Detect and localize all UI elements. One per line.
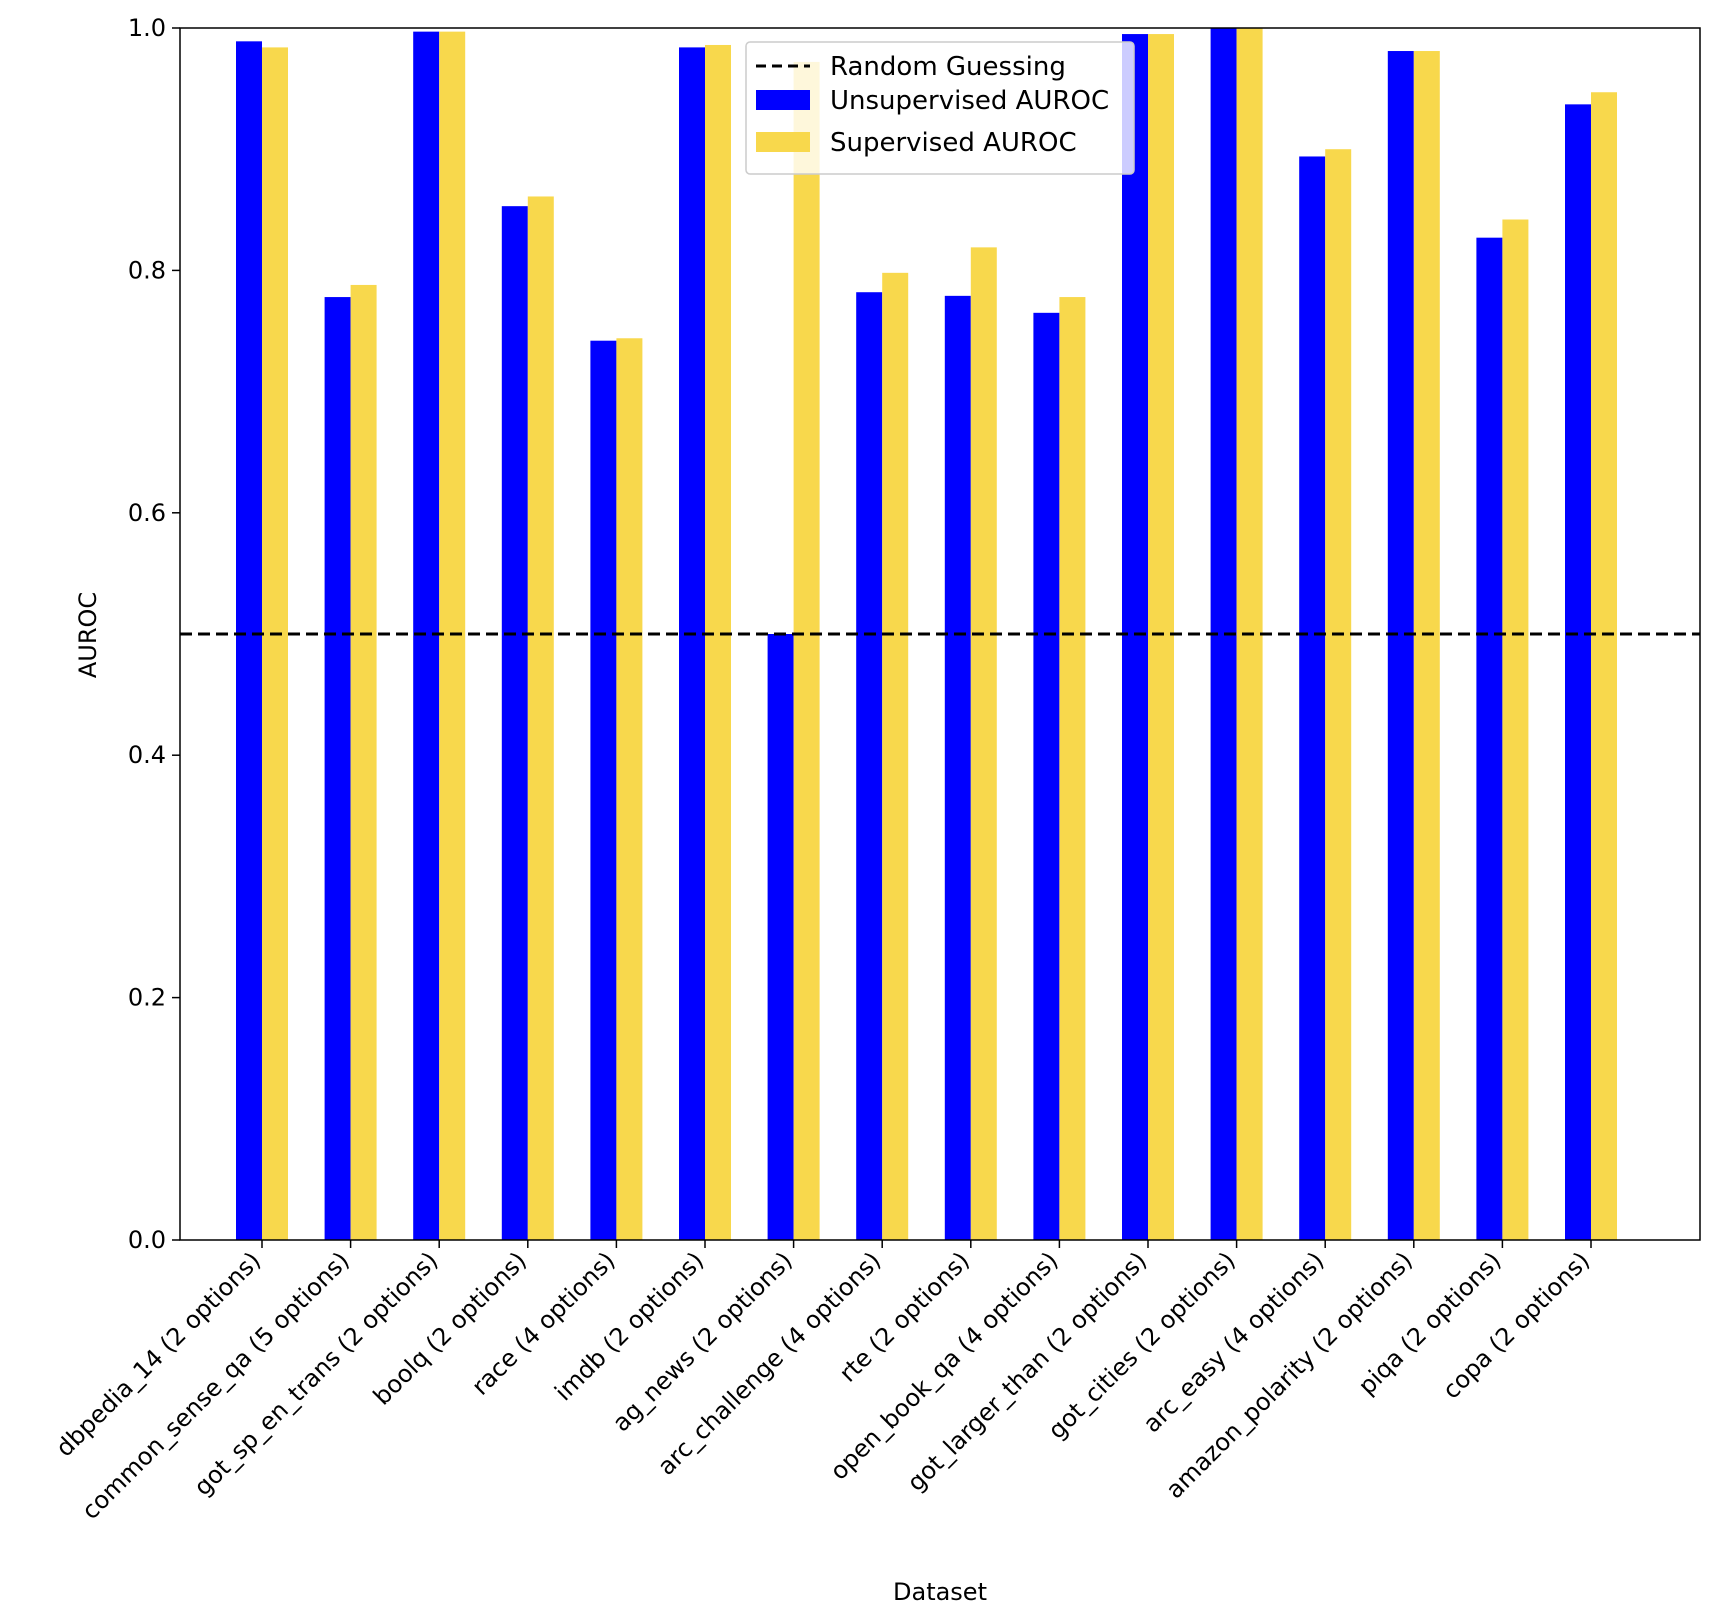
bar-unsupervised-12 <box>1299 156 1326 1240</box>
y-axis-label: AUROC <box>74 592 102 678</box>
bar-unsupervised-10 <box>1122 34 1148 1240</box>
legend-label-supervised: Supervised AUROC <box>830 128 1077 158</box>
bar-supervised-9 <box>1059 297 1086 1241</box>
bar-unsupervised-15 <box>1565 104 1591 1241</box>
bar-unsupervised-7 <box>856 292 883 1240</box>
bar-unsupervised-9 <box>1033 312 1060 1240</box>
bars-layer <box>236 28 1617 1241</box>
legend-swatch-supervised <box>756 132 810 152</box>
bar-supervised-4 <box>616 338 643 1241</box>
bar-supervised-0 <box>262 47 288 1241</box>
legend: Random Guessing Unsupervised AUROC Super… <box>745 41 1135 175</box>
bar-unsupervised-13 <box>1387 51 1414 1241</box>
bar-supervised-5 <box>705 44 731 1240</box>
bar-supervised-13 <box>1413 51 1440 1241</box>
x-tick-label: arc_easy (4 options) <box>1138 1246 1330 1438</box>
bar-supervised-7 <box>882 272 909 1241</box>
bar-unsupervised-8 <box>944 295 971 1240</box>
legend-label-unsupervised: Unsupervised AUROC <box>830 86 1109 116</box>
y-tick-label: 0.4 <box>128 741 166 769</box>
x-axis-label: Dataset <box>893 1578 987 1606</box>
legend-label-random-guessing: Random Guessing <box>830 52 1066 82</box>
bar-supervised-1 <box>350 284 377 1241</box>
axes-layer <box>179 27 1701 1241</box>
bar-unsupervised-1 <box>324 297 351 1241</box>
y-tick-label: 0.8 <box>128 256 166 284</box>
bar-supervised-8 <box>970 247 997 1240</box>
y-tick-label: 0.0 <box>128 1226 166 1254</box>
bar-supervised-14 <box>1502 219 1529 1241</box>
bar-supervised-10 <box>1148 34 1174 1240</box>
bar-supervised-15 <box>1591 92 1617 1241</box>
bar-supervised-3 <box>527 196 554 1240</box>
x-tick-label: copa (2 options) <box>1437 1246 1595 1404</box>
bar-unsupervised-2 <box>413 31 440 1241</box>
bar-unsupervised-6 <box>767 634 794 1240</box>
bar-unsupervised-3 <box>501 206 528 1240</box>
bar-supervised-12 <box>1325 149 1352 1241</box>
legend-swatch-unsupervised <box>756 90 810 110</box>
bar-supervised-6 <box>793 61 820 1240</box>
legend-frame <box>745 41 1135 175</box>
bar-supervised-2 <box>439 31 466 1241</box>
x-tick-label: boolq (2 options) <box>368 1246 532 1410</box>
y-tick-label: 0.2 <box>128 984 166 1012</box>
x-tick-label: imdb (2 options) <box>549 1246 709 1406</box>
bar-unsupervised-0 <box>236 41 262 1240</box>
y-tick-label: 0.6 <box>128 499 166 527</box>
bar-unsupervised-4 <box>590 340 617 1240</box>
x-tick-label: ag_news (2 options) <box>607 1246 798 1437</box>
plot-frame <box>179 27 1701 1241</box>
bar-unsupervised-5 <box>679 47 705 1241</box>
y-tick-label: 1.0 <box>128 14 166 42</box>
bar-unsupervised-14 <box>1476 237 1503 1240</box>
